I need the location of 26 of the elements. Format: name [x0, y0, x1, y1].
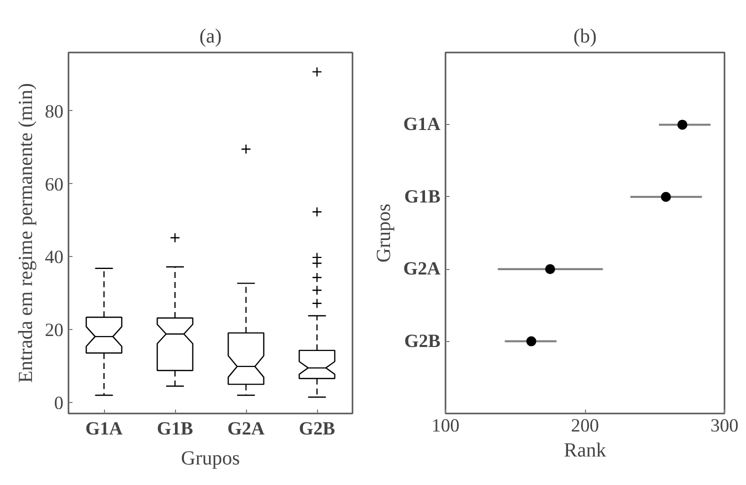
- point: [660, 192, 671, 202]
- y-tick-label: 40: [44, 247, 64, 268]
- x-tick-label: G1B: [156, 418, 194, 440]
- x-tick-label: 100: [432, 416, 460, 436]
- y-tick-label: G1A: [403, 114, 442, 136]
- y-tick-label: 0: [54, 393, 64, 414]
- y-tick-label: 80: [44, 101, 64, 122]
- chart-title: (a): [199, 26, 222, 48]
- y-tick-label: G2A: [403, 258, 442, 280]
- point: [677, 120, 688, 130]
- y-tick-label: G2B: [404, 330, 441, 352]
- x-axis-title: Grupos: [181, 448, 240, 470]
- x-tick-label: G2A: [227, 418, 266, 440]
- x-tick-label: G2B: [298, 418, 336, 440]
- point: [526, 336, 536, 346]
- x-tick-label: 300: [710, 416, 738, 436]
- x-tick-label: G1A: [85, 418, 124, 440]
- y-tick-label: 60: [44, 174, 64, 196]
- y-tick-label: 20: [44, 320, 64, 342]
- chart-title: (b): [573, 26, 597, 48]
- y-axis-title: Entrada em regime permanente (min): [14, 83, 37, 383]
- point: [545, 264, 556, 274]
- y-axis-title: Grupos: [373, 203, 396, 262]
- x-tick-label: 200: [571, 416, 599, 436]
- y-tick-label: G1B: [404, 186, 441, 208]
- x-axis-title: Rank: [564, 440, 606, 462]
